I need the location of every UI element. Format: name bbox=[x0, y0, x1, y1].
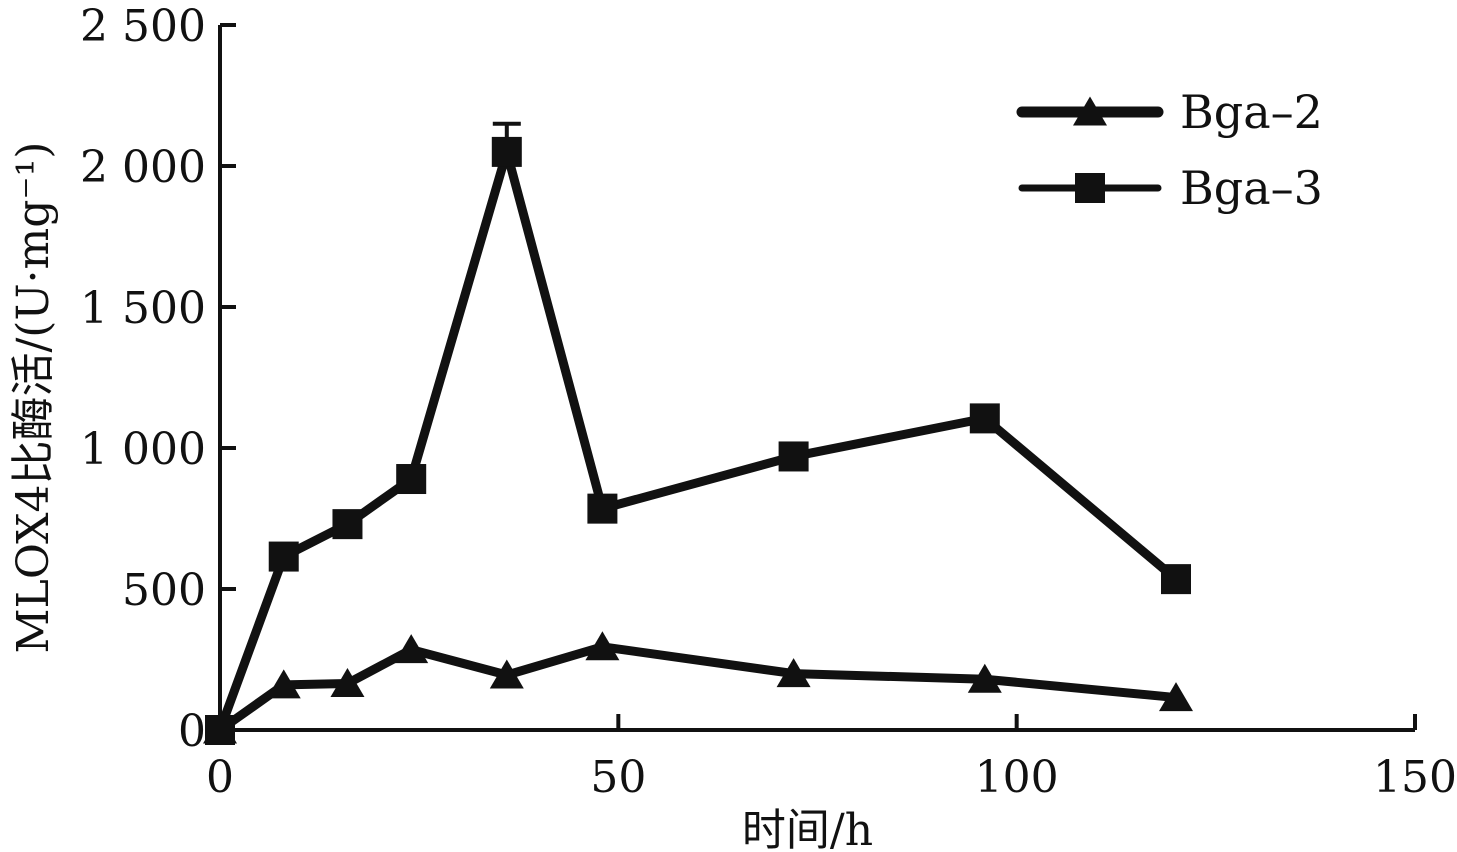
y-tick-label: 1 500 bbox=[80, 283, 206, 334]
x-tick-label: 50 bbox=[590, 752, 646, 803]
data-point bbox=[205, 715, 235, 745]
data-point bbox=[332, 509, 363, 540]
data-point bbox=[330, 667, 365, 697]
legend-label: Bga–3 bbox=[1180, 161, 1323, 215]
legend-label: Bga–2 bbox=[1180, 85, 1323, 139]
data-point bbox=[394, 634, 429, 664]
legend-marker bbox=[1075, 173, 1105, 203]
x-axis-title: 时间/h bbox=[742, 805, 873, 852]
y-tick-label: 2 500 bbox=[80, 1, 206, 52]
data-point bbox=[969, 403, 1000, 434]
data-point bbox=[1159, 682, 1193, 712]
data-point bbox=[587, 493, 618, 524]
data-point bbox=[585, 631, 620, 661]
data-point bbox=[396, 464, 427, 495]
series-square bbox=[205, 121, 1191, 745]
data-point bbox=[268, 541, 299, 572]
series-line bbox=[215, 147, 1179, 732]
axes: 0 50 100 150 0 500 1 000 1 500 2 000 2 500 bbox=[80, 1, 1457, 803]
y-tick-label: 500 bbox=[122, 565, 206, 616]
series-layer bbox=[203, 121, 1193, 745]
series-triangle bbox=[203, 631, 1193, 744]
x-tick-label: 150 bbox=[1373, 752, 1457, 803]
y-tick-label: 2 000 bbox=[80, 142, 206, 193]
legend: Bga–2 Bga–3 bbox=[1016, 85, 1323, 215]
data-point bbox=[489, 659, 524, 689]
data-point bbox=[266, 669, 301, 699]
series-line bbox=[217, 642, 1177, 734]
data-point bbox=[778, 441, 809, 472]
y-tick-label: 1 000 bbox=[80, 424, 206, 475]
x-tick-label: 100 bbox=[975, 752, 1059, 803]
y-tick-label: 0 bbox=[178, 706, 206, 757]
data-point bbox=[967, 663, 1002, 693]
legend-marker bbox=[1073, 96, 1107, 126]
x-tick-label: 0 bbox=[206, 752, 234, 803]
y-axis-title: MLOX4比酶活/(U·mg⁻¹) bbox=[8, 142, 59, 654]
data-point bbox=[491, 136, 522, 167]
data-point bbox=[776, 658, 811, 688]
data-point bbox=[1161, 564, 1191, 595]
